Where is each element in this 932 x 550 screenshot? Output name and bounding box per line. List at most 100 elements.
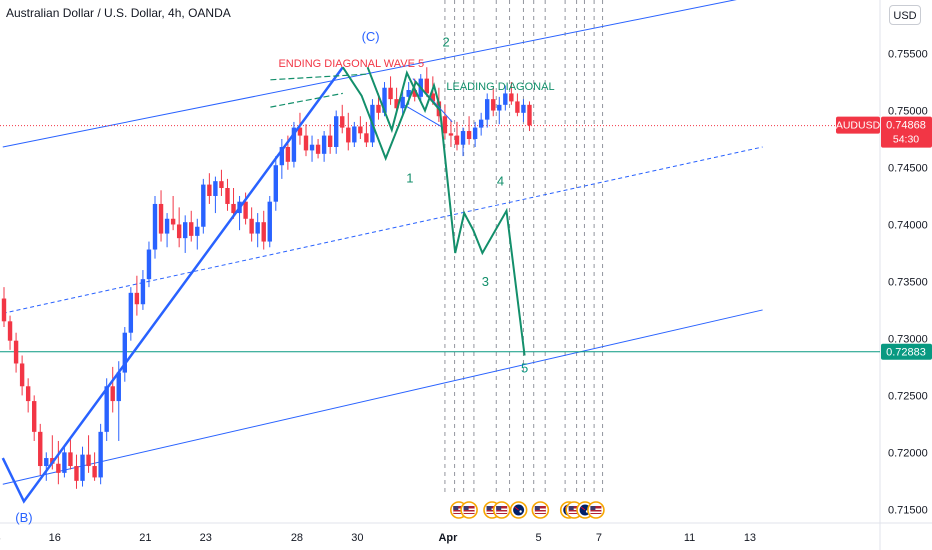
candle-body — [472, 127, 478, 140]
candle-body — [116, 372, 121, 402]
candle-body — [267, 201, 272, 242]
candle-body — [219, 181, 224, 189]
x-tick-label: 13 — [744, 532, 756, 544]
wave-label: (C) — [362, 29, 380, 44]
candle-body — [231, 203, 236, 214]
x-tick-label: 28 — [291, 532, 303, 544]
y-tick-label: 0.75000 — [888, 106, 928, 118]
candle-body — [424, 78, 429, 94]
candle-body — [521, 104, 526, 113]
candle-body — [321, 135, 327, 154]
currency-button[interactable]: USD — [889, 5, 921, 25]
impulse-wave-line — [1, 66, 344, 504]
candle-body — [478, 119, 484, 128]
candle-body — [134, 292, 140, 305]
us-event-icon — [492, 501, 511, 519]
channel-line-1 — [2, 146, 763, 314]
channel-line-2 — [2, 309, 763, 485]
candle-body — [195, 226, 200, 236]
x-tick-label: 21 — [139, 532, 151, 544]
price-badge-value: 0.74868 — [886, 120, 926, 132]
candle-body — [80, 454, 85, 481]
candle-body — [170, 218, 176, 225]
candle-body — [400, 96, 405, 109]
channel-line-0 — [2, 0, 737, 148]
leading-diagonal-line — [403, 104, 444, 129]
y-tick-label: 0.72500 — [888, 390, 928, 402]
candle-body — [303, 135, 309, 151]
candle-body — [38, 431, 43, 467]
candle-body — [74, 466, 79, 481]
wave-label: 3 — [482, 274, 489, 289]
candle-body — [25, 386, 31, 402]
candle-body — [376, 104, 381, 113]
y-tick-label: 0.73000 — [888, 333, 928, 345]
au-event-icon — [509, 501, 528, 519]
candle-body — [213, 181, 218, 196]
x-tick-label: Apr — [438, 532, 458, 544]
candle-body — [466, 131, 472, 140]
wave-label: 5 — [521, 361, 528, 376]
candle-body — [158, 203, 164, 234]
candle-body — [509, 93, 514, 102]
candle-body — [388, 87, 393, 100]
candle-body — [189, 222, 194, 236]
candle-body — [358, 126, 363, 134]
y-tick-label: 0.74000 — [888, 219, 928, 231]
candle-body — [86, 454, 91, 467]
x-tick-label: 16 — [49, 532, 61, 544]
candle-body — [364, 133, 369, 143]
candle-body — [1, 298, 7, 322]
us-event-icon — [531, 501, 550, 519]
candle-body — [291, 127, 297, 162]
y-tick-label: 0.71500 — [888, 504, 928, 516]
ending-diagonal-line — [270, 73, 368, 81]
candle-body — [394, 99, 399, 109]
y-tick-label: 0.73500 — [888, 276, 928, 288]
candle-body — [334, 116, 339, 147]
candle-body — [515, 101, 520, 113]
candle-body — [340, 116, 345, 128]
wave-label: 2 — [443, 35, 450, 50]
candle-body — [261, 222, 266, 242]
candle-body — [454, 135, 460, 145]
candle-body — [406, 90, 411, 97]
candle-body — [382, 87, 387, 113]
candle-body — [19, 363, 25, 387]
candle-body — [7, 321, 13, 341]
candle-body — [207, 184, 212, 196]
target-badge-bg — [881, 343, 932, 360]
candle-body — [491, 99, 496, 111]
target-badge-value: 0.72883 — [886, 347, 926, 359]
price-badge-countdown: 54:30 — [893, 134, 919, 146]
candle-body — [13, 340, 19, 364]
candle-body — [527, 104, 532, 126]
candle-body — [243, 201, 248, 219]
candle-body — [497, 104, 502, 111]
candle-body — [460, 131, 466, 145]
symbol-badge-bg — [836, 116, 880, 134]
wave-label: (B) — [15, 510, 32, 525]
candle-body — [225, 188, 230, 204]
candle-body — [146, 249, 152, 280]
projection-path — [341, 66, 526, 356]
candle-body — [62, 452, 67, 473]
symbol-badge-label: AUDUSD — [836, 120, 881, 132]
candle-body — [201, 184, 206, 227]
x-tick-label: 7 — [596, 532, 602, 544]
candle-body — [183, 222, 188, 239]
wave-label: 1 — [406, 170, 413, 185]
candle-body — [44, 458, 49, 467]
ending-diagonal-line — [270, 92, 343, 108]
candle-body — [255, 222, 260, 234]
wave-label: ENDING DIAGONAL WAVE 5 — [278, 58, 424, 70]
candle-body — [152, 203, 158, 250]
candle-body — [485, 99, 490, 120]
candle-body — [104, 386, 109, 432]
candle-body — [128, 292, 134, 333]
wave-label: 4 — [497, 174, 504, 189]
candle-body — [442, 116, 448, 134]
candle-body — [110, 386, 115, 402]
x-tick-label: 30 — [351, 532, 363, 544]
